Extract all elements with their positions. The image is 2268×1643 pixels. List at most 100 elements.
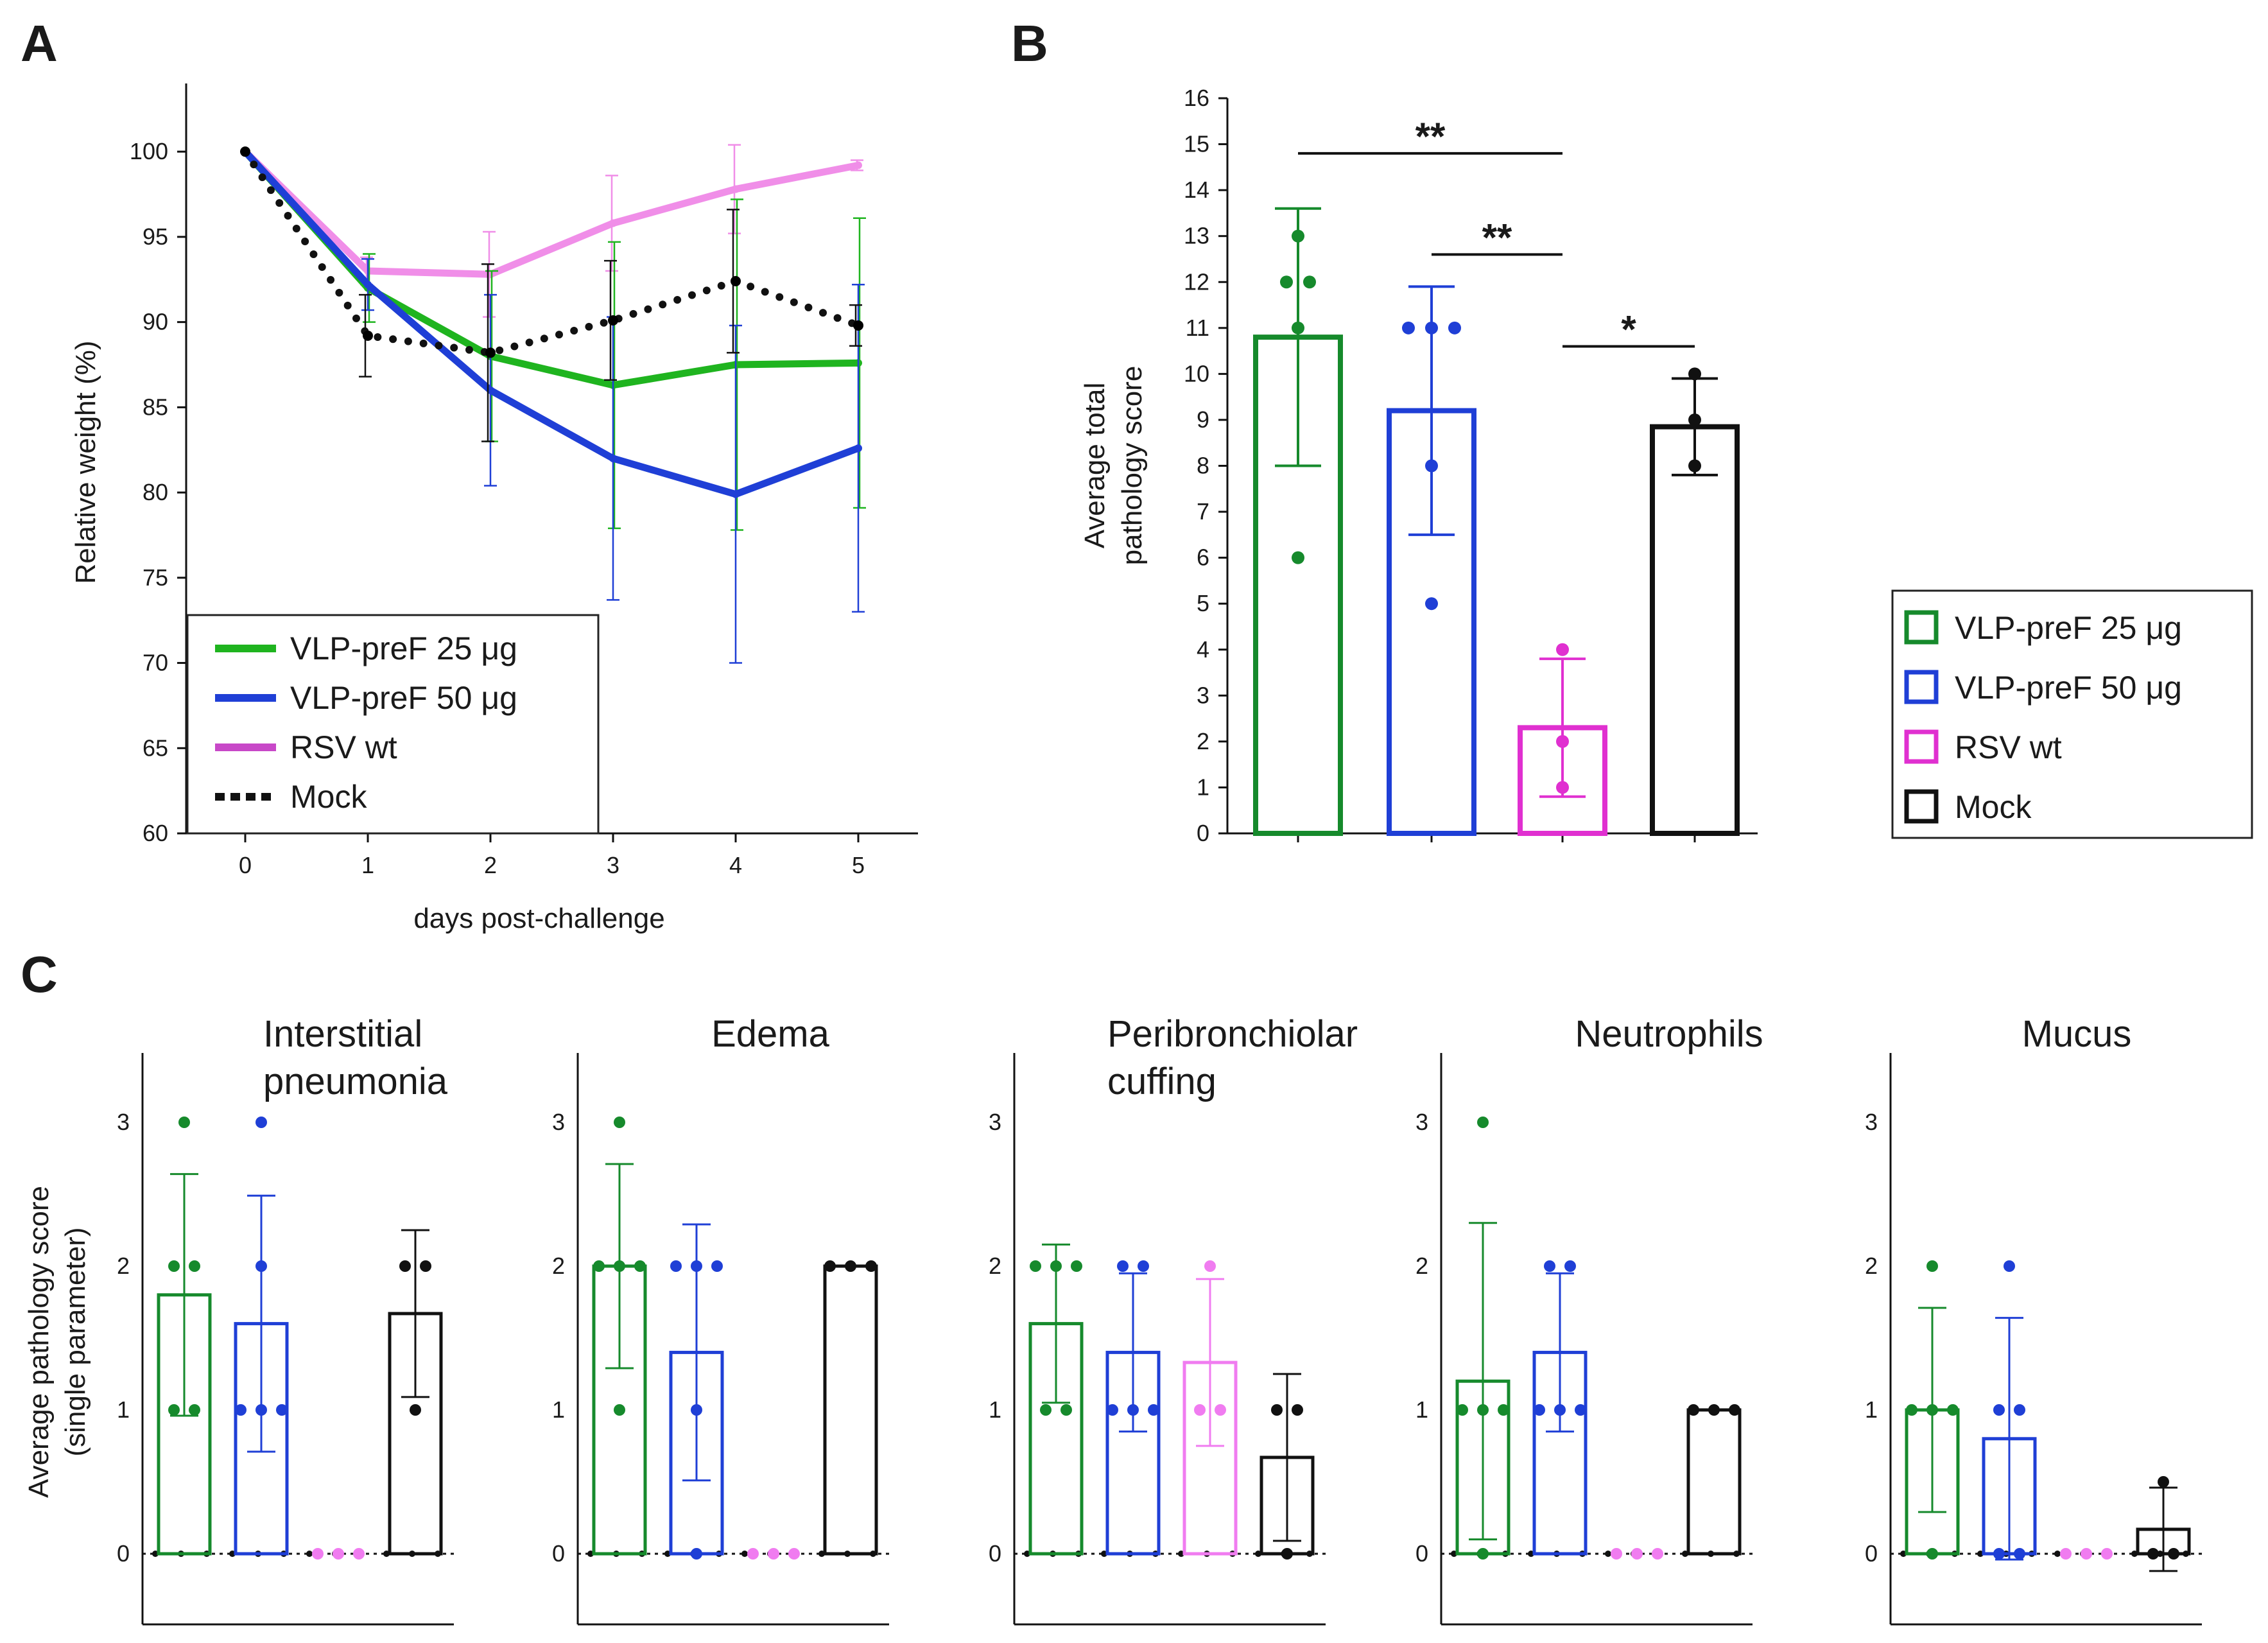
data-point-rsv bbox=[312, 1548, 324, 1560]
subplot-title: Neutrophils bbox=[1575, 1013, 1763, 1055]
subplot-mucus: Mucus 0 1 2 3 bbox=[1865, 1013, 2202, 1626]
data-point-g25 bbox=[1060, 1404, 1072, 1416]
y-axis-title-line1: Average pathology score bbox=[23, 1186, 55, 1498]
data-point-b50 bbox=[2004, 1260, 2015, 1272]
y-tick-label: 1 bbox=[1865, 1396, 1878, 1423]
data-point-mock bbox=[240, 146, 250, 157]
significance-label: * bbox=[1621, 308, 1636, 351]
legend-label-g25: VLP-preF 25 μg bbox=[1955, 610, 2182, 646]
x-tick-label: 2 bbox=[484, 852, 497, 878]
y-tick-label: 2 bbox=[552, 1253, 565, 1279]
legend-swatch-mock bbox=[1904, 789, 1939, 824]
data-point-b50 bbox=[1425, 459, 1438, 473]
data-point-b50 bbox=[1117, 1260, 1129, 1272]
data-point-mock bbox=[1281, 1548, 1293, 1560]
data-point-g25 bbox=[189, 1260, 200, 1272]
data-point-mock bbox=[1729, 1404, 1740, 1416]
data-point-g25 bbox=[1050, 1260, 1062, 1272]
subplot-title: Mucus bbox=[2022, 1013, 2132, 1055]
x-tick-label: 4 bbox=[729, 852, 742, 878]
series-line-b50 bbox=[242, 149, 860, 498]
data-point-b50 bbox=[1564, 1260, 1576, 1272]
data-point-b50 bbox=[235, 1404, 247, 1416]
y-tick-label: 0 bbox=[1865, 1540, 1878, 1567]
data-point-g25 bbox=[614, 1260, 625, 1272]
bar-mock bbox=[1650, 424, 1740, 836]
data-point-mock bbox=[608, 315, 618, 326]
x-tick-label: 0 bbox=[239, 852, 252, 878]
data-point-mock bbox=[420, 1260, 431, 1272]
data-point-b50 bbox=[255, 1260, 267, 1272]
y-tick-label: 75 bbox=[143, 564, 168, 591]
data-point-b50 bbox=[1575, 1404, 1586, 1416]
y-tick-label: 8 bbox=[1197, 453, 1209, 479]
bar-group-b50 bbox=[1532, 1260, 1588, 1556]
data-point-b50 bbox=[255, 1117, 267, 1128]
data-point-g25 bbox=[1292, 229, 1304, 243]
y-tick-label: 0 bbox=[117, 1540, 130, 1567]
data-point-g25 bbox=[189, 1404, 200, 1416]
legend-swatch-g25 bbox=[1904, 610, 1939, 645]
data-point-rsv bbox=[1556, 781, 1569, 794]
bar-group-b50 bbox=[669, 1223, 724, 1560]
y-tick-label: 14 bbox=[1184, 177, 1209, 203]
zero-dot bbox=[306, 1551, 313, 1557]
panel-a-weight-chart: 60 65 70 75 80 85 90 95 100 0 1 2 3 4 5 days post-chall… bbox=[70, 83, 918, 934]
data-point-g25 bbox=[168, 1404, 180, 1416]
data-point-mock bbox=[410, 1404, 421, 1416]
bar-group-mock bbox=[1260, 1373, 1315, 1560]
data-point-g25 bbox=[614, 1404, 625, 1416]
data-point-g25 bbox=[614, 1117, 625, 1128]
y-tick-label: 3 bbox=[552, 1109, 565, 1135]
data-point-b50 bbox=[609, 455, 617, 462]
legend-box bbox=[1891, 589, 2253, 839]
bar-group-rsv bbox=[2060, 1548, 2113, 1560]
data-point-b50 bbox=[2014, 1548, 2025, 1560]
data-point-mock bbox=[363, 330, 373, 341]
bar-group-rsv bbox=[312, 1548, 365, 1560]
legend-a: VLP-preF 25 μg VLP-preF 50 μg RSV wt Mock bbox=[186, 614, 600, 835]
y-axis-title-line1: Average total bbox=[1079, 383, 1111, 548]
y-tick-label: 0 bbox=[1415, 1540, 1428, 1567]
data-point-g25 bbox=[1457, 1404, 1468, 1416]
y-tick-label: 2 bbox=[1865, 1253, 1878, 1279]
zero-dot bbox=[1605, 1551, 1611, 1557]
data-point-mock bbox=[845, 1260, 856, 1272]
bar-group-mock bbox=[388, 1229, 443, 1556]
data-point-b50 bbox=[1425, 597, 1438, 611]
y-tick-label: 70 bbox=[143, 650, 168, 676]
data-point-b50 bbox=[2014, 1404, 2025, 1416]
data-point-rsv bbox=[609, 219, 617, 227]
y-tick-label: 3 bbox=[1197, 682, 1209, 708]
bar-group-rsv bbox=[1182, 1260, 1238, 1556]
legend-label-rsv: RSV wt bbox=[290, 729, 397, 765]
y-axis-title-line2: (single parameter) bbox=[60, 1227, 91, 1456]
bar-group-g25 bbox=[1905, 1260, 1960, 1560]
y-tick-label: 10 bbox=[1184, 360, 1209, 387]
bar-group-rsv bbox=[747, 1548, 800, 1560]
bar-group-mock bbox=[1650, 367, 1740, 836]
bar-group-mock bbox=[1686, 1404, 1742, 1556]
bar-group-g25 bbox=[1253, 207, 1343, 836]
y-tick-label: 5 bbox=[1197, 590, 1209, 616]
y-tick-label: 9 bbox=[1197, 406, 1209, 433]
y-tick-label: 1 bbox=[989, 1396, 1001, 1423]
bar-group-b50 bbox=[1982, 1260, 2037, 1561]
data-point-rsv bbox=[2081, 1548, 2092, 1560]
bar-group-g25 bbox=[592, 1117, 647, 1556]
data-point-b50 bbox=[364, 281, 372, 289]
data-point-b50 bbox=[711, 1260, 723, 1272]
y-tick-label: 80 bbox=[143, 479, 168, 505]
data-point-rsv bbox=[768, 1548, 779, 1560]
data-point-b50 bbox=[1544, 1260, 1555, 1272]
series-g25 bbox=[241, 148, 866, 531]
data-point-mock bbox=[1708, 1404, 1720, 1416]
zero-dot bbox=[2054, 1551, 2061, 1557]
data-point-b50 bbox=[691, 1260, 702, 1272]
data-point-b50 bbox=[691, 1404, 702, 1416]
data-point-g25 bbox=[1292, 321, 1304, 335]
data-point-g25 bbox=[1292, 551, 1304, 564]
data-point-b50 bbox=[691, 1548, 702, 1560]
